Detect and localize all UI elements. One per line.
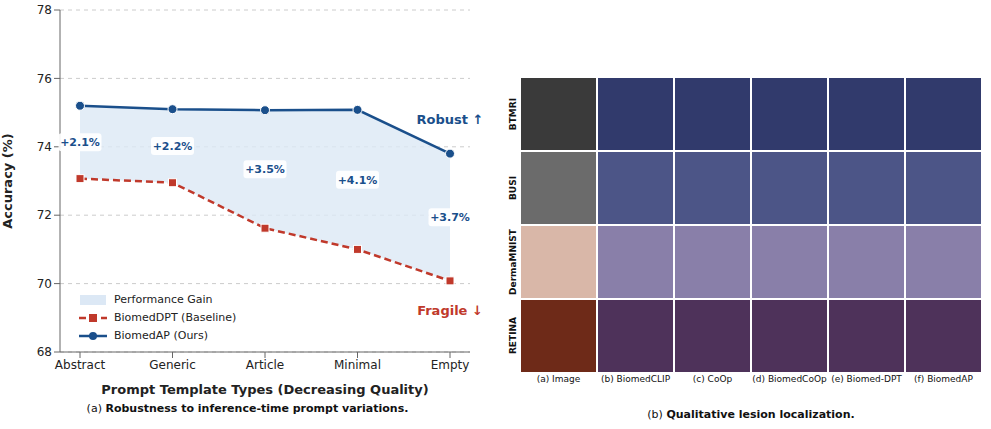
html-text:(d) BiomedCoOp: (d) BiomedCoOp: [752, 374, 827, 384]
html-text:(c) CoOp: (c) CoOp: [692, 374, 733, 384]
html-text:BiomedAP (Ours): BiomedAP (Ours): [114, 329, 208, 342]
html-text:(f) BiomedAP: (f) BiomedAP: [914, 374, 973, 384]
svg-text:+4.1%: +4.1%: [338, 174, 378, 187]
html-text:(b) Qualitative lesion localiz: (b) Qualitative lesion localization.: [647, 408, 855, 421]
html-text:(b) BiomedCLIP: (b) BiomedCLIP: [600, 374, 671, 384]
html-text:BiomedDPT (Baseline): BiomedDPT (Baseline): [114, 311, 237, 324]
html-text:(a) Robustness to inference-ti: (a) Robustness to inference-time prompt …: [86, 402, 409, 415]
svg-text:Generic: Generic: [149, 358, 196, 372]
svg-text:76: 76: [37, 72, 52, 86]
svg-text:+3.5%: +3.5%: [245, 163, 285, 176]
html-text:RETINA: RETINA: [508, 317, 518, 355]
html-text:BTMRI: BTMRI: [508, 97, 518, 131]
svg-text:Article: Article: [246, 358, 285, 372]
svg-text:+2.1%: +2.1%: [60, 136, 100, 149]
svg-text:Minimal: Minimal: [334, 358, 381, 372]
svg-text:Empty: Empty: [431, 358, 470, 372]
svg-text:72: 72: [37, 208, 52, 222]
svg-text:Fragile ↓: Fragile ↓: [417, 303, 483, 318]
svg-text:68: 68: [37, 345, 52, 359]
html-text:Performance Gain: Performance Gain: [114, 293, 213, 306]
svg-text:70: 70: [37, 277, 52, 291]
svg-text:78: 78: [37, 3, 52, 17]
svg-text:+3.7%: +3.7%: [430, 211, 470, 224]
svg-text:74: 74: [37, 140, 52, 154]
html-text:BUSI: BUSI: [508, 176, 518, 200]
svg-text:Robust ↑: Robust ↑: [417, 112, 484, 127]
html-text:DermaMNIST: DermaMNIST: [508, 229, 518, 295]
svg-text:Prompt Template Types (Decreas: Prompt Template Types (Decreasing Qualit…: [101, 382, 428, 397]
html-text:(a) Image: (a) Image: [536, 374, 581, 384]
svg-text:Abstract: Abstract: [55, 358, 106, 372]
svg-text:+2.2%: +2.2%: [153, 140, 193, 153]
svg-text:Accuracy (%): Accuracy (%): [0, 133, 15, 229]
html-text:(e) Biomed-DPT: (e) Biomed-DPT: [831, 374, 902, 384]
